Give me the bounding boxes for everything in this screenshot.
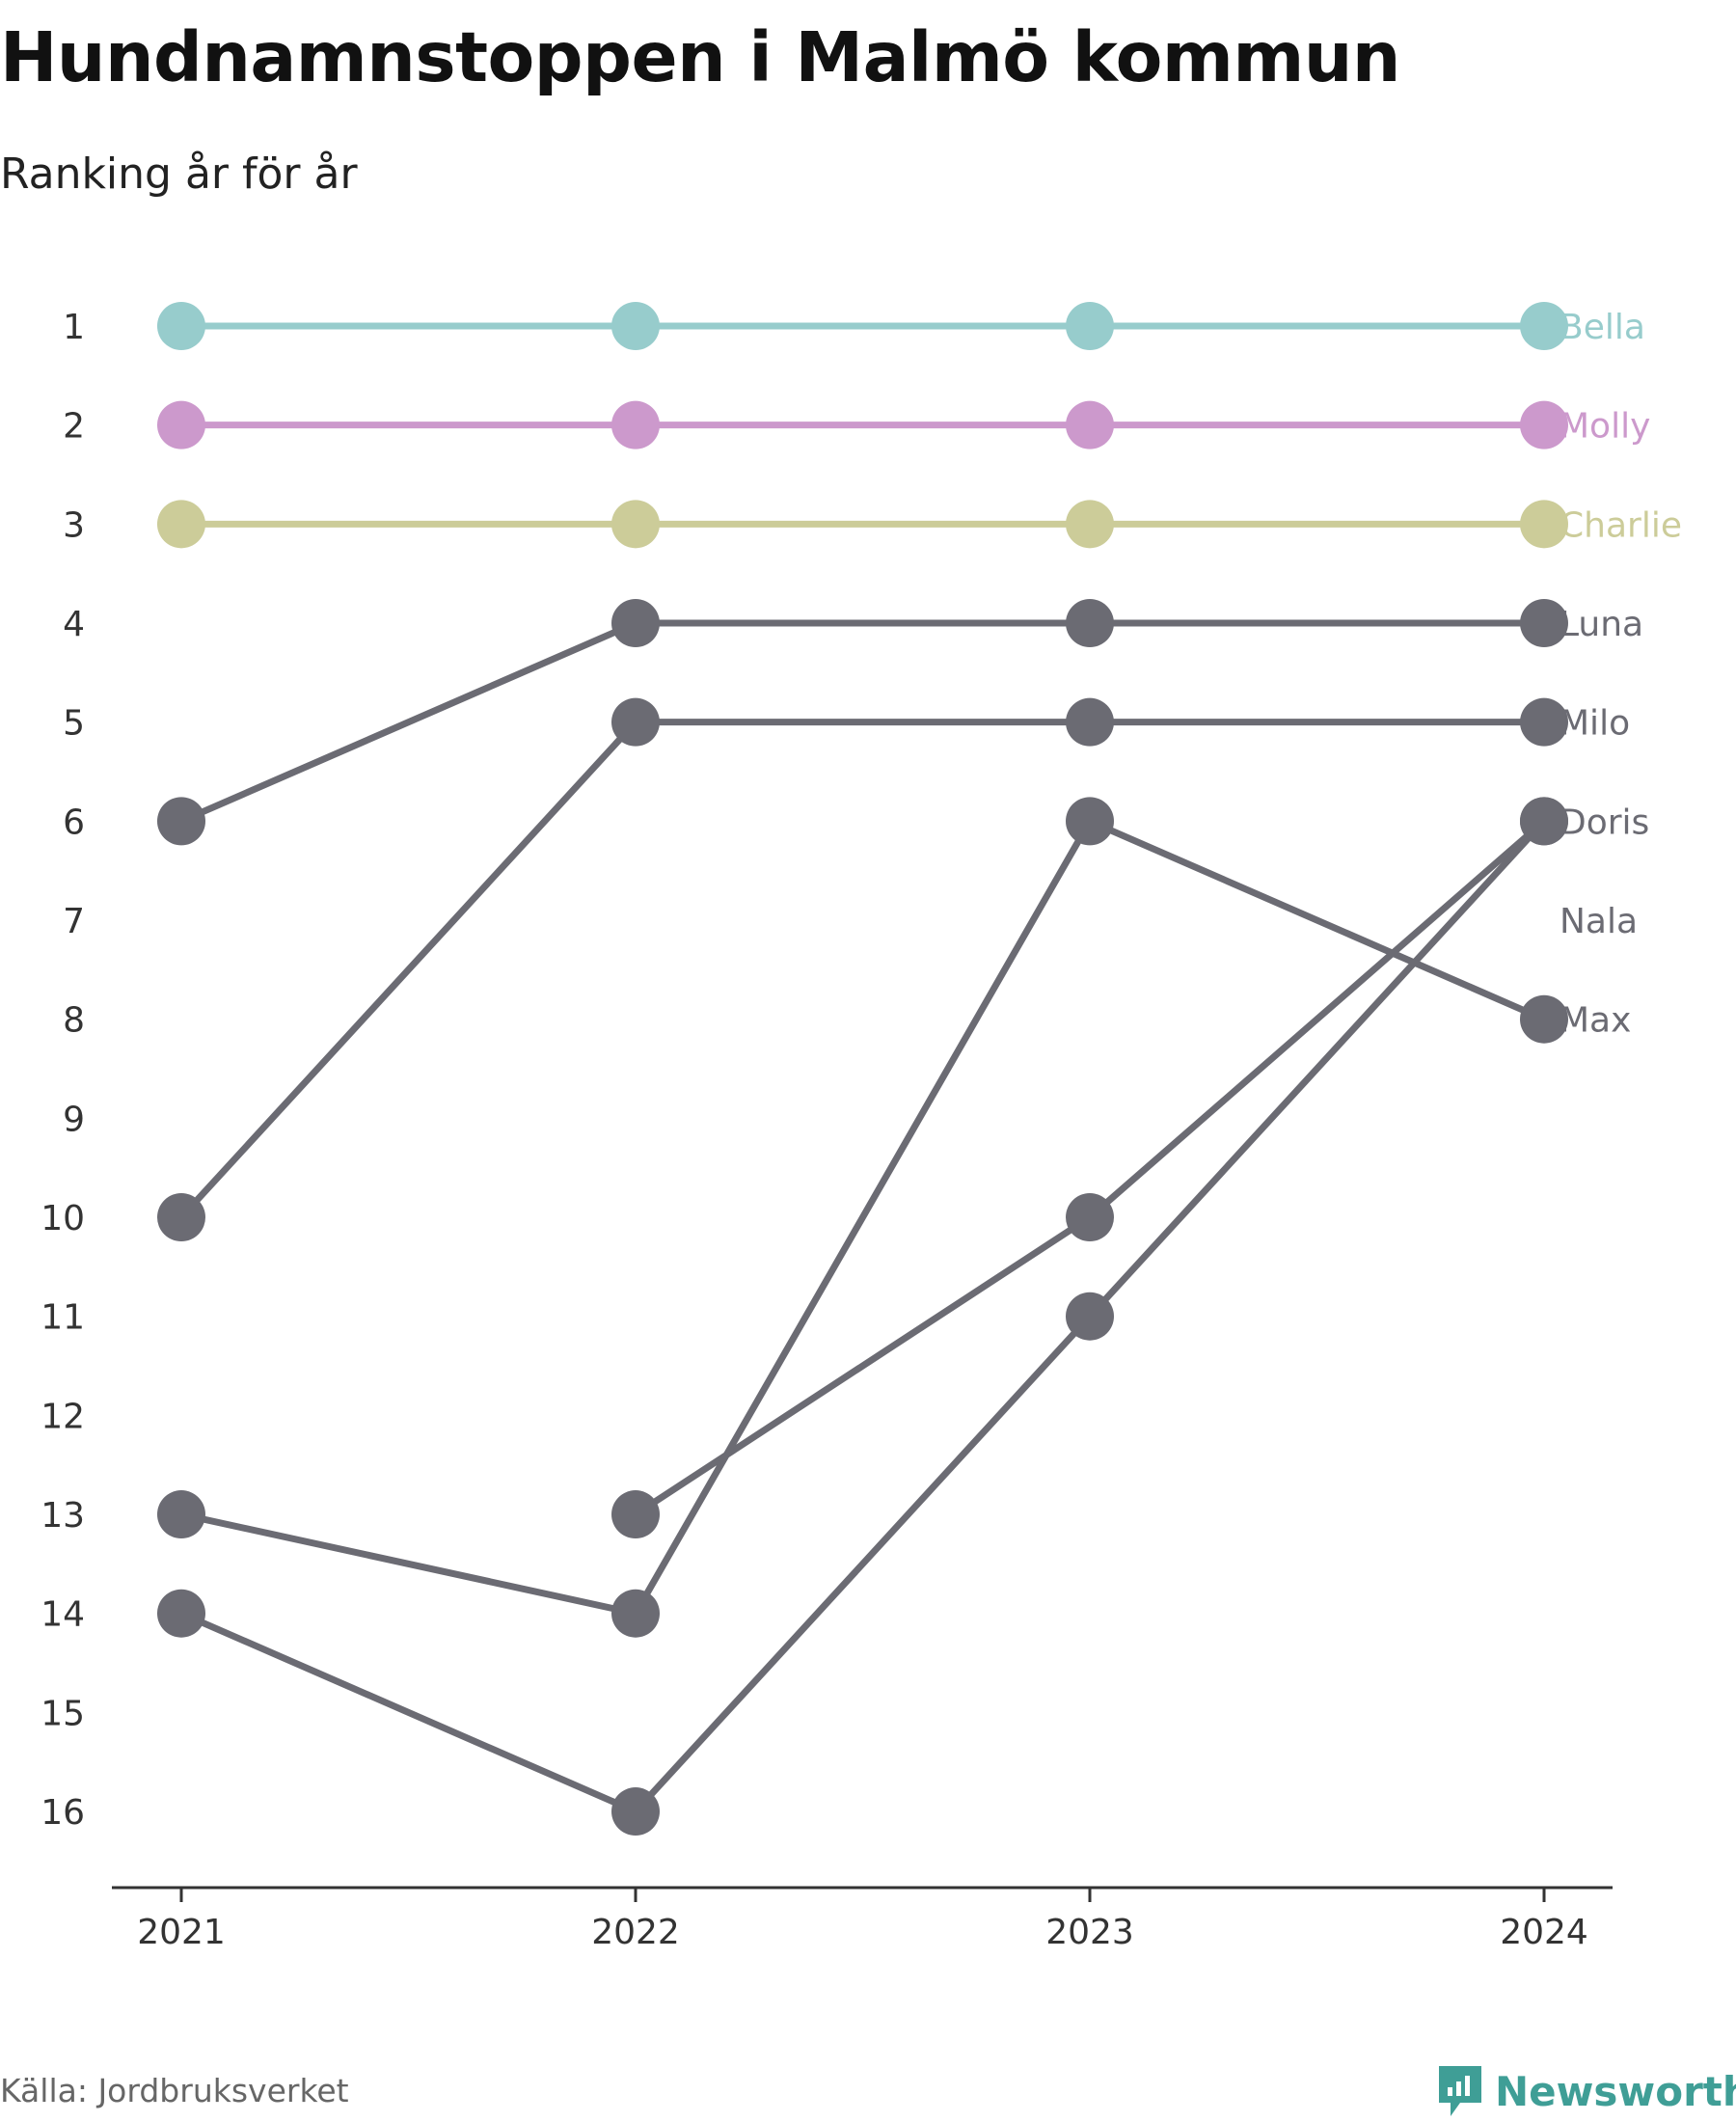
point-luna-2024 xyxy=(1520,599,1568,648)
point-luna-2022 xyxy=(611,599,660,648)
series-label-bella: Bella xyxy=(1560,308,1645,347)
point-charlie-2023 xyxy=(1066,500,1114,549)
series-line-nala xyxy=(179,818,1547,1815)
chart-subtitle: Ranking år för år xyxy=(0,150,358,199)
point-milo-2024 xyxy=(1520,697,1568,747)
point-bella-2022 xyxy=(611,302,660,350)
series-line-milo xyxy=(178,719,1544,1220)
brand-logo: Newsworthy xyxy=(1437,2064,1736,2118)
point-max-2022 xyxy=(611,1589,660,1638)
point-nala-2024 xyxy=(1520,797,1568,846)
point-max-2021 xyxy=(157,1490,205,1539)
y-tick-label: 10 xyxy=(41,1199,85,1238)
y-tick-label: 3 xyxy=(63,505,85,545)
point-milo-2022 xyxy=(611,697,660,747)
series-label-luna: Luna xyxy=(1560,605,1643,644)
point-charlie-2024 xyxy=(1520,500,1568,549)
y-tick-label: 2 xyxy=(63,407,85,447)
series-line-doris xyxy=(634,818,1547,1517)
x-tick-label: 2021 xyxy=(137,1913,226,1952)
point-max-2024 xyxy=(1520,994,1568,1044)
series-label-doris: Doris xyxy=(1560,803,1649,842)
point-nala-2022 xyxy=(611,1787,660,1836)
y-tick-label: 14 xyxy=(41,1595,85,1635)
y-tick-label: 8 xyxy=(63,1001,85,1041)
point-luna-2023 xyxy=(1066,599,1114,648)
point-doris-2023 xyxy=(1066,1193,1114,1242)
point-doris-2022 xyxy=(611,1490,660,1539)
point-bella-2024 xyxy=(1520,302,1568,350)
point-bella-2023 xyxy=(1066,302,1114,350)
y-tick-label: 15 xyxy=(41,1694,85,1733)
y-tick-label: 12 xyxy=(41,1397,85,1436)
newsworthy-logo-icon xyxy=(1439,2066,1481,2116)
point-molly-2024 xyxy=(1520,400,1568,449)
point-luna-2021 xyxy=(157,797,205,846)
series-label-molly: Molly xyxy=(1560,407,1650,447)
y-tick-label: 9 xyxy=(63,1100,85,1139)
series-label-nala: Nala xyxy=(1560,902,1638,941)
series-label-max: Max xyxy=(1560,1001,1631,1041)
series-points xyxy=(157,302,1568,1836)
x-axis: 2021 2022 2023 2024 xyxy=(112,1886,1613,1952)
point-nala-2021 xyxy=(157,1589,205,1638)
y-tick-label: 4 xyxy=(63,605,85,644)
y-tick-label: 11 xyxy=(41,1298,85,1338)
y-tick-label: 6 xyxy=(63,803,85,842)
point-molly-2021 xyxy=(157,400,205,449)
y-tick-label: 7 xyxy=(63,902,85,941)
y-tick-label: 1 xyxy=(63,308,85,347)
series-label-charlie: Charlie xyxy=(1560,505,1682,545)
source-note: Källa: Jordbruksverket xyxy=(0,2072,349,2109)
x-tick-label: 2024 xyxy=(1500,1913,1588,1952)
y-tick-label: 13 xyxy=(41,1496,85,1536)
point-milo-2023 xyxy=(1066,697,1114,747)
x-tick-label: 2022 xyxy=(591,1913,680,1952)
point-charlie-2021 xyxy=(157,500,205,549)
point-nala-2023 xyxy=(1066,1292,1114,1341)
series-lines xyxy=(178,322,1547,1815)
series-line-max xyxy=(180,817,1546,1618)
y-tick-label: 16 xyxy=(41,1793,85,1833)
series-line-luna xyxy=(179,619,1544,825)
chart-title: Hundnamnstoppen i Malmö kommun xyxy=(0,17,1400,97)
brand-name: Newsworthy xyxy=(1495,2067,1736,2115)
series-label-milo: Milo xyxy=(1560,704,1630,744)
point-charlie-2022 xyxy=(611,500,660,549)
x-tick-label: 2023 xyxy=(1045,1913,1134,1952)
point-bella-2021 xyxy=(157,302,205,350)
point-molly-2022 xyxy=(611,400,660,449)
series-labels: Bella Molly Charlie Luna Milo Doris Nala Max xyxy=(1560,308,1682,1041)
point-max-2023 xyxy=(1066,797,1114,846)
point-molly-2023 xyxy=(1066,400,1114,449)
y-tick-label: 5 xyxy=(63,704,85,744)
point-milo-2021 xyxy=(157,1193,205,1242)
